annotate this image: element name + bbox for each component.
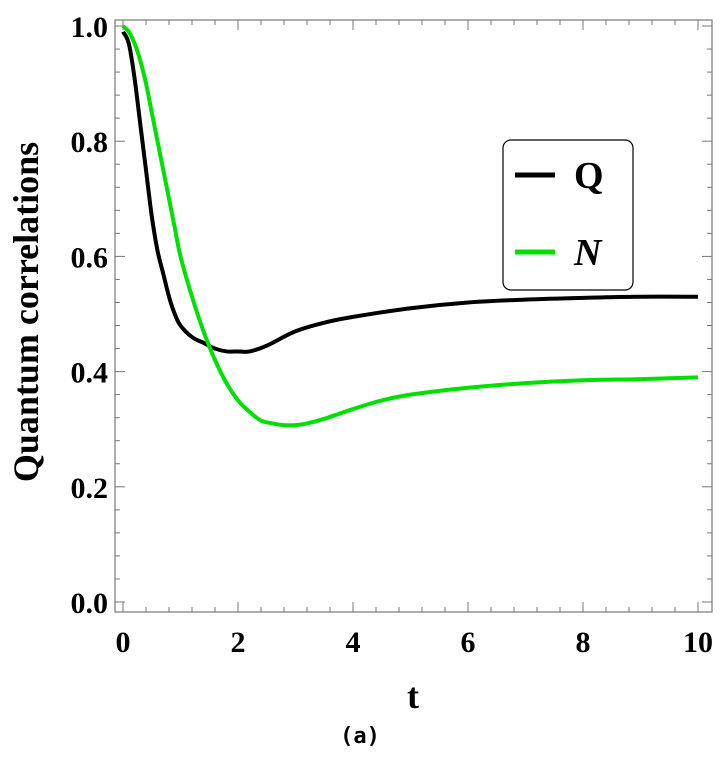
plot-frame [114, 19, 713, 613]
legend: Q N [502, 139, 634, 291]
series-line-n [121, 24, 699, 428]
figure-caption: (a) [340, 724, 380, 749]
x-tick-label: 2 [231, 626, 246, 659]
y-tick-label: 0.0 [71, 587, 109, 620]
y-tick-label: 0.8 [71, 126, 109, 159]
x-tick-label: 6 [461, 626, 476, 659]
x-tick-label: 8 [576, 626, 591, 659]
x-tick-label: 10 [683, 626, 713, 659]
series-line-q [121, 30, 699, 354]
legend-label-n: N [573, 232, 603, 274]
axis-tick-labels: 0 2 4 6 8 10 0.0 0.2 0.4 0.6 0.8 1.0 [71, 11, 714, 659]
y-axis-title: Quantum correlations [6, 142, 46, 482]
legend-label-q: Q [574, 155, 604, 197]
x-axis-title: t [407, 676, 419, 716]
y-tick-label: 0.2 [71, 472, 109, 505]
y-tick-label: 0.4 [71, 357, 109, 390]
x-tick-label: 0 [116, 626, 131, 659]
x-tick-label: 4 [346, 626, 361, 659]
series-lines [121, 24, 699, 428]
y-tick-label: 0.6 [71, 241, 109, 274]
y-tick-label: 1.0 [71, 11, 109, 44]
legend-box [502, 139, 634, 291]
axis-ticks [115, 20, 712, 612]
